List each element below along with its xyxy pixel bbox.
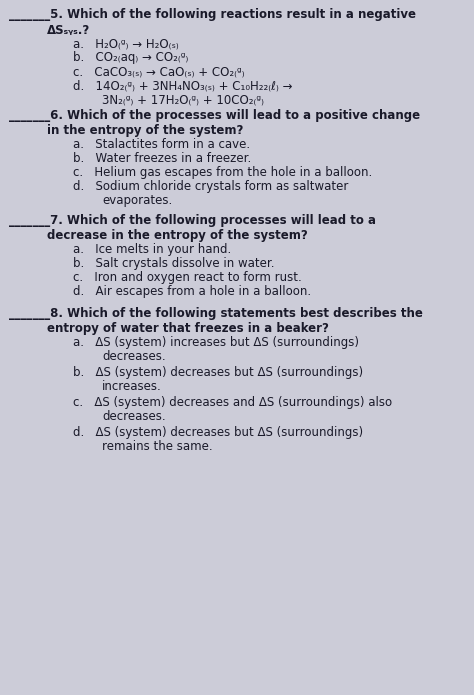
Text: c.   CaCO₃₍ₛ₎ → CaO₍ₛ₎ + CO₂₍ᵍ₎: c. CaCO₃₍ₛ₎ → CaO₍ₛ₎ + CO₂₍ᵍ₎ <box>73 65 245 79</box>
Text: _______7. Which of the following processes will lead to a: _______7. Which of the following process… <box>9 214 376 227</box>
Text: 3N₂₍ᵍ₎ + 17H₂O₍ᵍ₎ + 10CO₂₍ᵍ₎: 3N₂₍ᵍ₎ + 17H₂O₍ᵍ₎ + 10CO₂₍ᵍ₎ <box>102 93 264 106</box>
Text: d.   14O₂₍ᵍ₎ + 3NH₄NO₃₍ₛ₎ + C₁₀H₂₂₍ℓ₎ →: d. 14O₂₍ᵍ₎ + 3NH₄NO₃₍ₛ₎ + C₁₀H₂₂₍ℓ₎ → <box>73 79 293 92</box>
Text: c.   Helium gas escapes from the hole in a balloon.: c. Helium gas escapes from the hole in a… <box>73 166 373 179</box>
Text: increases.: increases. <box>102 380 162 393</box>
Text: _______8. Which of the following statements best describes the: _______8. Which of the following stateme… <box>9 307 423 320</box>
Text: b.   Salt crystals dissolve in water.: b. Salt crystals dissolve in water. <box>73 257 275 270</box>
Text: a.   H₂O₍ᵍ₎ → H₂O₍ₛ₎: a. H₂O₍ᵍ₎ → H₂O₍ₛ₎ <box>73 38 179 51</box>
Text: entropy of water that freezes in a beaker?: entropy of water that freezes in a beake… <box>47 322 329 336</box>
Text: a.   ΔS (system) increases but ΔS (surroundings): a. ΔS (system) increases but ΔS (surroun… <box>73 336 359 350</box>
Text: b.   ΔS (system) decreases but ΔS (surroundings): b. ΔS (system) decreases but ΔS (surroun… <box>73 366 364 379</box>
Text: ΔSₛᵧₛ.?: ΔSₛᵧₛ.? <box>47 24 91 37</box>
Text: b.   CO₂₍aq₎ → CO₂₍ᵍ₎: b. CO₂₍aq₎ → CO₂₍ᵍ₎ <box>73 51 189 65</box>
Text: b.   Water freezes in a freezer.: b. Water freezes in a freezer. <box>73 152 252 165</box>
Text: c.   ΔS (system) decreases and ΔS (surroundings) also: c. ΔS (system) decreases and ΔS (surroun… <box>73 396 392 409</box>
Text: in the entropy of the system?: in the entropy of the system? <box>47 124 244 138</box>
Text: remains the same.: remains the same. <box>102 440 212 453</box>
Text: decreases.: decreases. <box>102 350 165 363</box>
Text: d.   Sodium chloride crystals form as saltwater: d. Sodium chloride crystals form as salt… <box>73 180 349 193</box>
Text: decrease in the entropy of the system?: decrease in the entropy of the system? <box>47 229 308 243</box>
Text: a.   Ice melts in your hand.: a. Ice melts in your hand. <box>73 243 232 256</box>
Text: evaporates.: evaporates. <box>102 194 172 207</box>
Text: _______6. Which of the processes will lead to a positive change: _______6. Which of the processes will le… <box>9 109 420 122</box>
Text: _______5. Which of the following reactions result in a negative: _______5. Which of the following reactio… <box>9 8 417 22</box>
Text: d.   Air escapes from a hole in a balloon.: d. Air escapes from a hole in a balloon. <box>73 285 311 298</box>
Text: c.   Iron and oxygen react to form rust.: c. Iron and oxygen react to form rust. <box>73 271 302 284</box>
Text: d.   ΔS (system) decreases but ΔS (surroundings): d. ΔS (system) decreases but ΔS (surroun… <box>73 426 364 439</box>
Text: decreases.: decreases. <box>102 410 165 423</box>
Text: a.   Stalactites form in a cave.: a. Stalactites form in a cave. <box>73 138 251 152</box>
